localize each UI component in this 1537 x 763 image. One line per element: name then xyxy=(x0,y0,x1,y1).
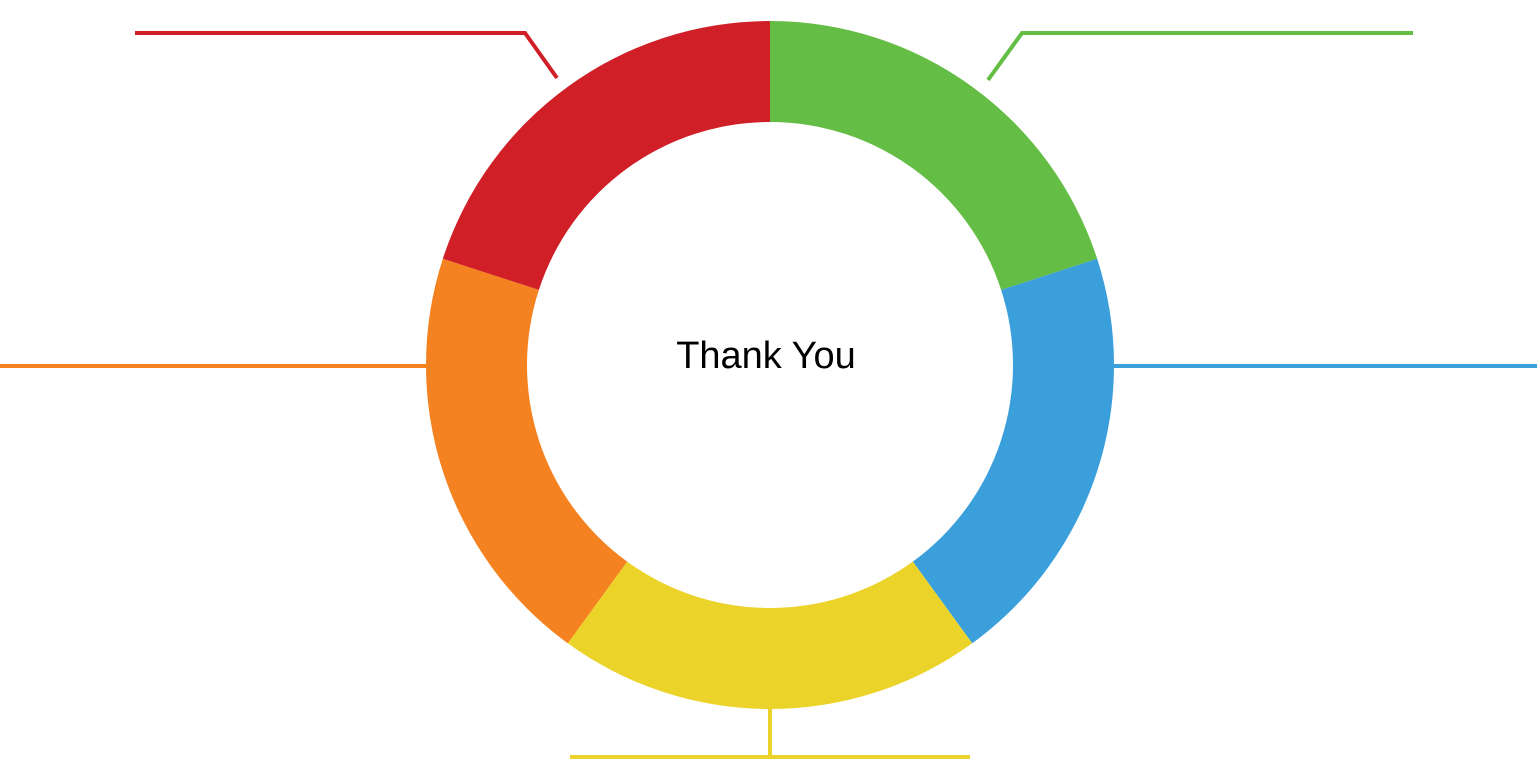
ring-segment xyxy=(426,258,628,644)
ring-segment xyxy=(770,21,1098,290)
leader-line xyxy=(986,31,1413,82)
ring-segment xyxy=(442,21,770,290)
ring-segment xyxy=(567,561,973,709)
donut-ring xyxy=(426,21,1114,709)
ring-segment xyxy=(912,258,1114,644)
leader-line xyxy=(135,31,559,80)
center-text: Thank You xyxy=(676,335,856,377)
